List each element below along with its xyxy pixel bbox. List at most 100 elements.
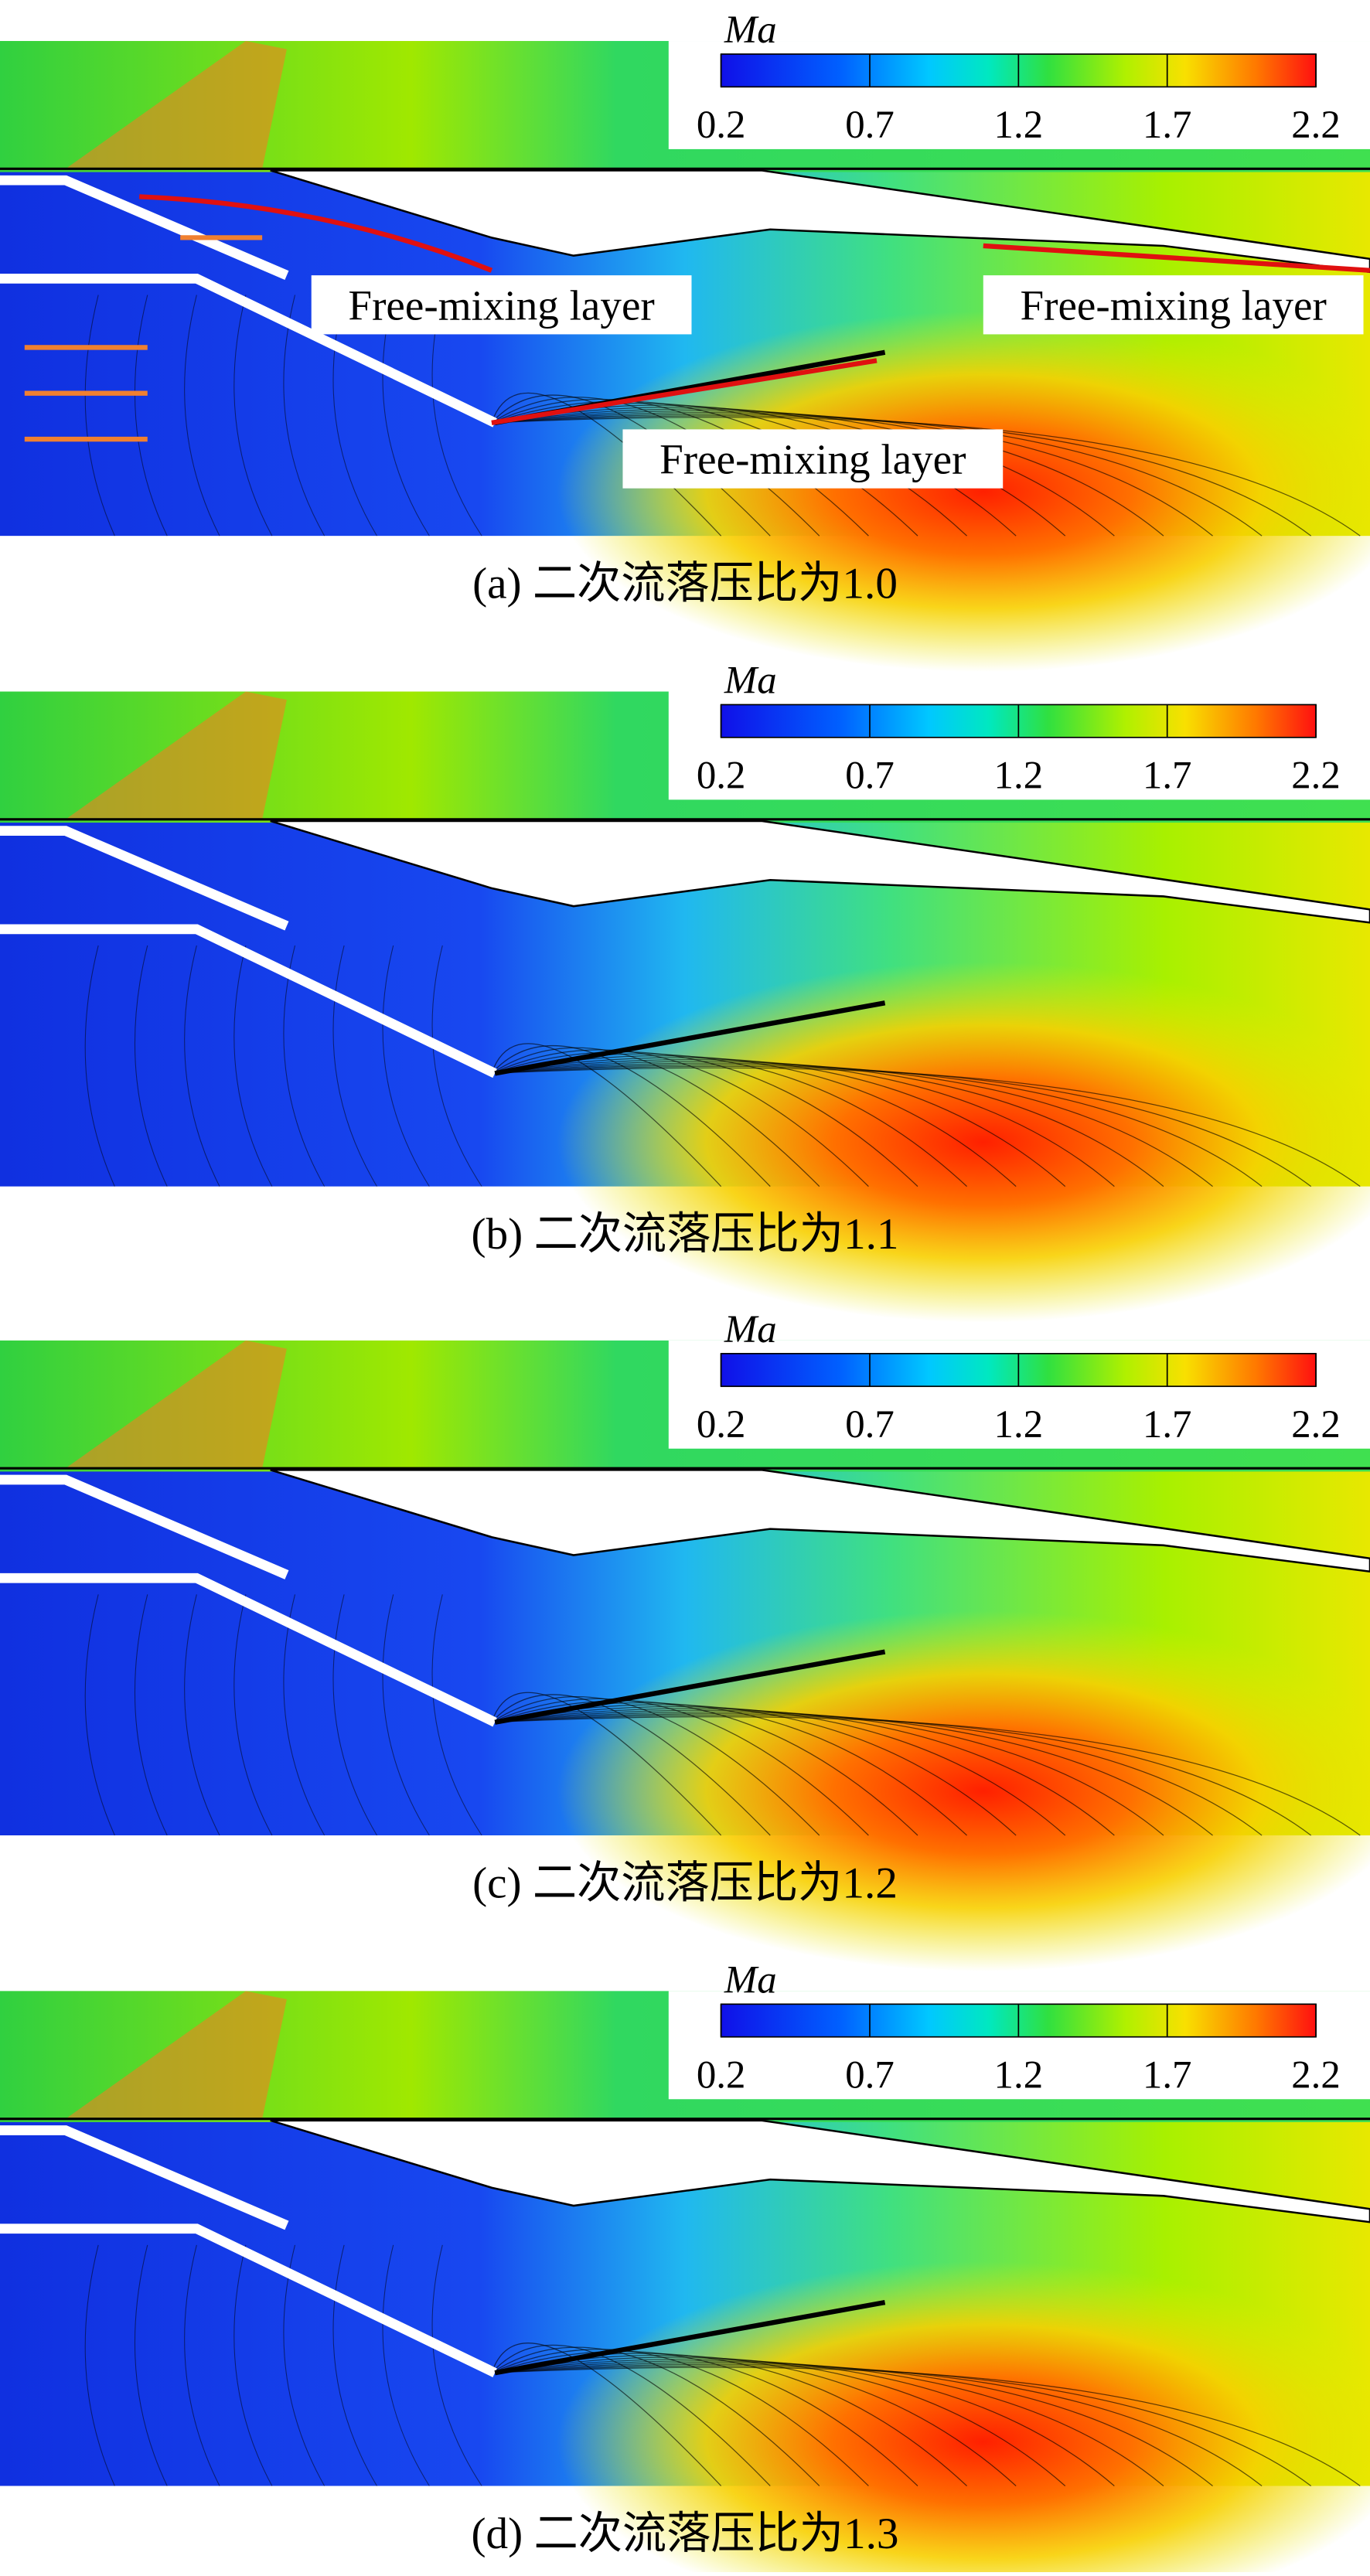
contour-line — [233, 295, 273, 537]
contour-line — [431, 1594, 482, 1836]
nozzle-wall — [0, 1573, 497, 1727]
colorbar-tick-label: 1.2 — [994, 755, 1044, 798]
contour-line — [491, 1062, 1213, 1187]
contour-line — [491, 1708, 1115, 1836]
colorbar-tick-label: 2.2 — [1291, 755, 1341, 798]
contour-line — [491, 1705, 1066, 1836]
shock-region — [65, 691, 287, 819]
high-mach-core — [557, 311, 1370, 672]
contour-line — [491, 2358, 1115, 2486]
annotation: Free-mixing layer — [1020, 281, 1326, 329]
colorbar-tick-label: 1.2 — [994, 104, 1044, 147]
contour-line — [431, 945, 482, 1187]
nozzle-wall — [0, 175, 289, 280]
panel-caption: (b) 二次流落压比为1.1 — [471, 1210, 898, 1259]
contour-line — [491, 1692, 722, 1836]
contour-line — [283, 295, 325, 537]
high-mach-core — [557, 1610, 1370, 1971]
colorbar-tick-label: 2.2 — [1291, 2053, 1341, 2097]
contour-line — [134, 945, 168, 1187]
panel: Ma 0.2 0.7 1.2 1.7 2.2 (d) 二次流落压比为1.3 — [0, 1958, 1370, 2576]
contour-line — [491, 1061, 1164, 1187]
contour-line — [491, 1711, 1213, 1836]
contour-line — [491, 1051, 918, 1187]
nozzle-wall — [0, 826, 289, 931]
colorbar-tick-label: 2.2 — [1291, 1403, 1341, 1446]
contour-line — [491, 1043, 722, 1187]
contour-line — [491, 1064, 1263, 1187]
contour-line — [283, 2244, 325, 2486]
upper-wall — [270, 169, 1370, 274]
shear-layer — [494, 1649, 886, 1725]
colorbar-tick-label: 0.2 — [697, 1403, 746, 1446]
shock-region — [65, 1991, 287, 2119]
colorbar-tick-label: 0.2 — [697, 2053, 746, 2097]
contour-line — [491, 2363, 1263, 2486]
contour-line — [491, 2360, 1164, 2486]
contour-line — [382, 1594, 430, 1836]
contour-line — [491, 415, 1312, 537]
contour-line — [184, 1594, 220, 1836]
contour-line — [134, 1594, 168, 1836]
panel-caption: (d) 二次流落压比为1.3 — [471, 2510, 898, 2558]
contour-line — [382, 2244, 430, 2486]
upper-wall — [270, 1469, 1370, 1573]
mixing-line — [983, 243, 1370, 273]
colorbar-label: Ma — [724, 1308, 777, 1351]
contour-line — [431, 2244, 482, 2486]
nozzle-wall — [0, 2223, 497, 2377]
contour-line — [84, 2244, 115, 2486]
contour-line — [332, 2244, 377, 2486]
contour-line — [491, 1057, 1066, 1187]
contour-line — [491, 2343, 722, 2486]
contour-line — [491, 1044, 771, 1187]
colorbar-tick-label: 1.2 — [994, 1403, 1044, 1446]
contour-line — [184, 295, 220, 537]
contour-line — [491, 410, 1164, 537]
annotation: Free-mixing layer — [659, 436, 966, 483]
upper-wall — [270, 2119, 1370, 2223]
colorbar-tick-label: 1.7 — [1143, 104, 1192, 147]
panel: Ma 0.2 0.7 1.2 1.7 2.2 Free-mixing layer Free-m… — [0, 9, 1370, 672]
contour-line — [491, 2344, 771, 2486]
contour-line — [491, 1694, 771, 1836]
contour-line — [332, 945, 377, 1187]
colorbar-tick-label: 2.2 — [1291, 104, 1341, 147]
contour-line — [332, 1594, 377, 1836]
contour-line — [491, 2356, 1066, 2486]
contour-line — [233, 945, 273, 1187]
contour-line — [491, 1709, 1164, 1836]
contour-line — [491, 1700, 918, 1836]
panel: Ma 0.2 0.7 1.2 1.7 2.2 (b) 二次流落压比为1.1 — [0, 659, 1370, 1323]
contour-line — [491, 1065, 1312, 1187]
contour-line — [233, 1594, 273, 1836]
contour-line — [491, 407, 1066, 537]
contour-line — [134, 295, 168, 537]
mixing-line — [139, 194, 493, 273]
contour-line — [491, 408, 1115, 537]
colorbar-tick-label: 0.2 — [697, 104, 746, 147]
contour-line — [491, 2366, 1361, 2486]
contour-line — [491, 1058, 1115, 1187]
contour-line — [491, 1716, 1361, 1836]
nozzle-wall — [0, 924, 497, 1078]
colorbar-tick-label: 0.2 — [697, 755, 746, 798]
contour-line — [491, 411, 1213, 537]
contour-line — [184, 2244, 220, 2486]
colorbar-tick-label: 0.7 — [845, 104, 895, 147]
contour-line — [491, 1715, 1312, 1836]
annotation-box — [311, 275, 692, 335]
upper-wall — [270, 819, 1370, 924]
contour-line — [491, 2350, 918, 2486]
annotation-box — [983, 275, 1364, 335]
colorbar-label: Ma — [724, 1958, 777, 2002]
panel-caption: (a) 二次流落压比为1.0 — [472, 560, 898, 608]
contour-line — [491, 2362, 1213, 2486]
colorbar-tick-label: 1.7 — [1143, 1403, 1192, 1446]
contour-line — [491, 1695, 820, 1836]
contour-line — [134, 2244, 168, 2486]
colorbar-tick-label: 1.2 — [994, 2053, 1044, 2097]
colorbar-label: Ma — [724, 659, 777, 703]
shear-layer — [494, 2299, 886, 2376]
